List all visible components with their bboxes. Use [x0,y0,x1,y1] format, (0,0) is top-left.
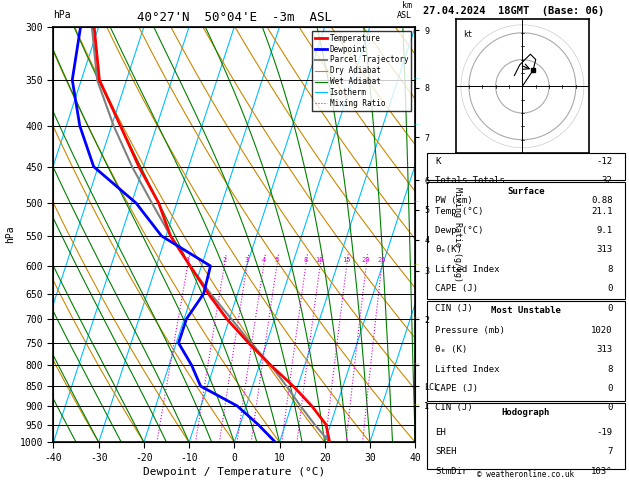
Text: 20: 20 [362,258,370,263]
Text: 2: 2 [222,258,226,263]
Text: 4: 4 [261,258,265,263]
Text: 5: 5 [275,258,279,263]
Text: 313: 313 [596,245,613,255]
Text: ⁻⁻: ⁻⁻ [413,316,420,322]
Title: 40°27'N  50°04'E  -3m  ASL: 40°27'N 50°04'E -3m ASL [136,11,332,24]
Text: θₑ(K): θₑ(K) [435,245,462,255]
Text: 10: 10 [316,258,324,263]
Text: ⁻⁻: ⁻⁻ [413,200,420,206]
Text: 103°: 103° [591,467,613,476]
Text: CAPE (J): CAPE (J) [435,384,478,393]
Text: Temp (°C): Temp (°C) [435,207,484,216]
Text: 313: 313 [596,345,613,354]
Text: 32: 32 [602,176,613,186]
Text: 7: 7 [607,447,613,456]
Text: Lifted Index: Lifted Index [435,364,499,374]
Bar [427,153,625,180]
Text: 15: 15 [342,258,351,263]
Text: PW (cm): PW (cm) [435,196,472,205]
Text: 0: 0 [607,304,613,313]
Text: Surface: Surface [507,187,545,196]
Text: 25: 25 [377,258,386,263]
Bar [427,403,625,469]
Text: 1: 1 [186,258,189,263]
Text: km
ASL: km ASL [397,1,412,20]
X-axis label: Dewpoint / Temperature (°C): Dewpoint / Temperature (°C) [143,467,325,477]
Y-axis label: hPa: hPa [6,226,15,243]
Text: -19: -19 [596,428,613,437]
Text: Totals Totals: Totals Totals [435,176,505,186]
Text: 27.04.2024  18GMT  (Base: 06): 27.04.2024 18GMT (Base: 06) [423,6,604,16]
Text: CIN (J): CIN (J) [435,403,472,413]
Text: 0: 0 [607,384,613,393]
Text: 3: 3 [245,258,249,263]
Text: ⁻⁻: ⁻⁻ [413,123,420,129]
Text: 21.1: 21.1 [591,207,613,216]
Text: EH: EH [435,428,446,437]
Text: CIN (J): CIN (J) [435,304,472,313]
Text: Dewp (°C): Dewp (°C) [435,226,484,235]
Y-axis label: Mixing Ratio (g/kg): Mixing Ratio (g/kg) [453,187,462,282]
Text: ⁻⁻: ⁻⁻ [413,362,420,368]
Text: StmDir: StmDir [435,467,467,476]
Text: ⁻⁻: ⁻⁻ [413,403,420,409]
Text: K: K [435,157,440,166]
Text: 9.1: 9.1 [596,226,613,235]
Text: 8: 8 [304,258,308,263]
Text: Pressure (mb): Pressure (mb) [435,326,505,335]
Text: 1020: 1020 [591,326,613,335]
Text: ⁻⁻: ⁻⁻ [413,263,420,269]
Text: 0: 0 [607,284,613,294]
Text: θₑ (K): θₑ (K) [435,345,467,354]
Text: CAPE (J): CAPE (J) [435,284,478,294]
Text: kt: kt [464,30,473,39]
Text: 0: 0 [607,403,613,413]
Text: 8: 8 [607,265,613,274]
Text: SREH: SREH [435,447,457,456]
Text: Most Unstable: Most Unstable [491,306,561,315]
Text: -12: -12 [596,157,613,166]
Text: 0.88: 0.88 [591,196,613,205]
Bar [427,301,625,401]
Text: 8: 8 [607,364,613,374]
Text: Lifted Index: Lifted Index [435,265,499,274]
Text: © weatheronline.co.uk: © weatheronline.co.uk [477,469,574,479]
Legend: Temperature, Dewpoint, Parcel Trajectory, Dry Adiabat, Wet Adiabat, Isotherm, Mi: Temperature, Dewpoint, Parcel Trajectory… [312,31,411,111]
Text: hPa: hPa [53,10,71,20]
Text: Hodograph: Hodograph [502,408,550,417]
Text: ⁻⁻: ⁻⁻ [413,77,420,83]
Bar [427,182,625,299]
